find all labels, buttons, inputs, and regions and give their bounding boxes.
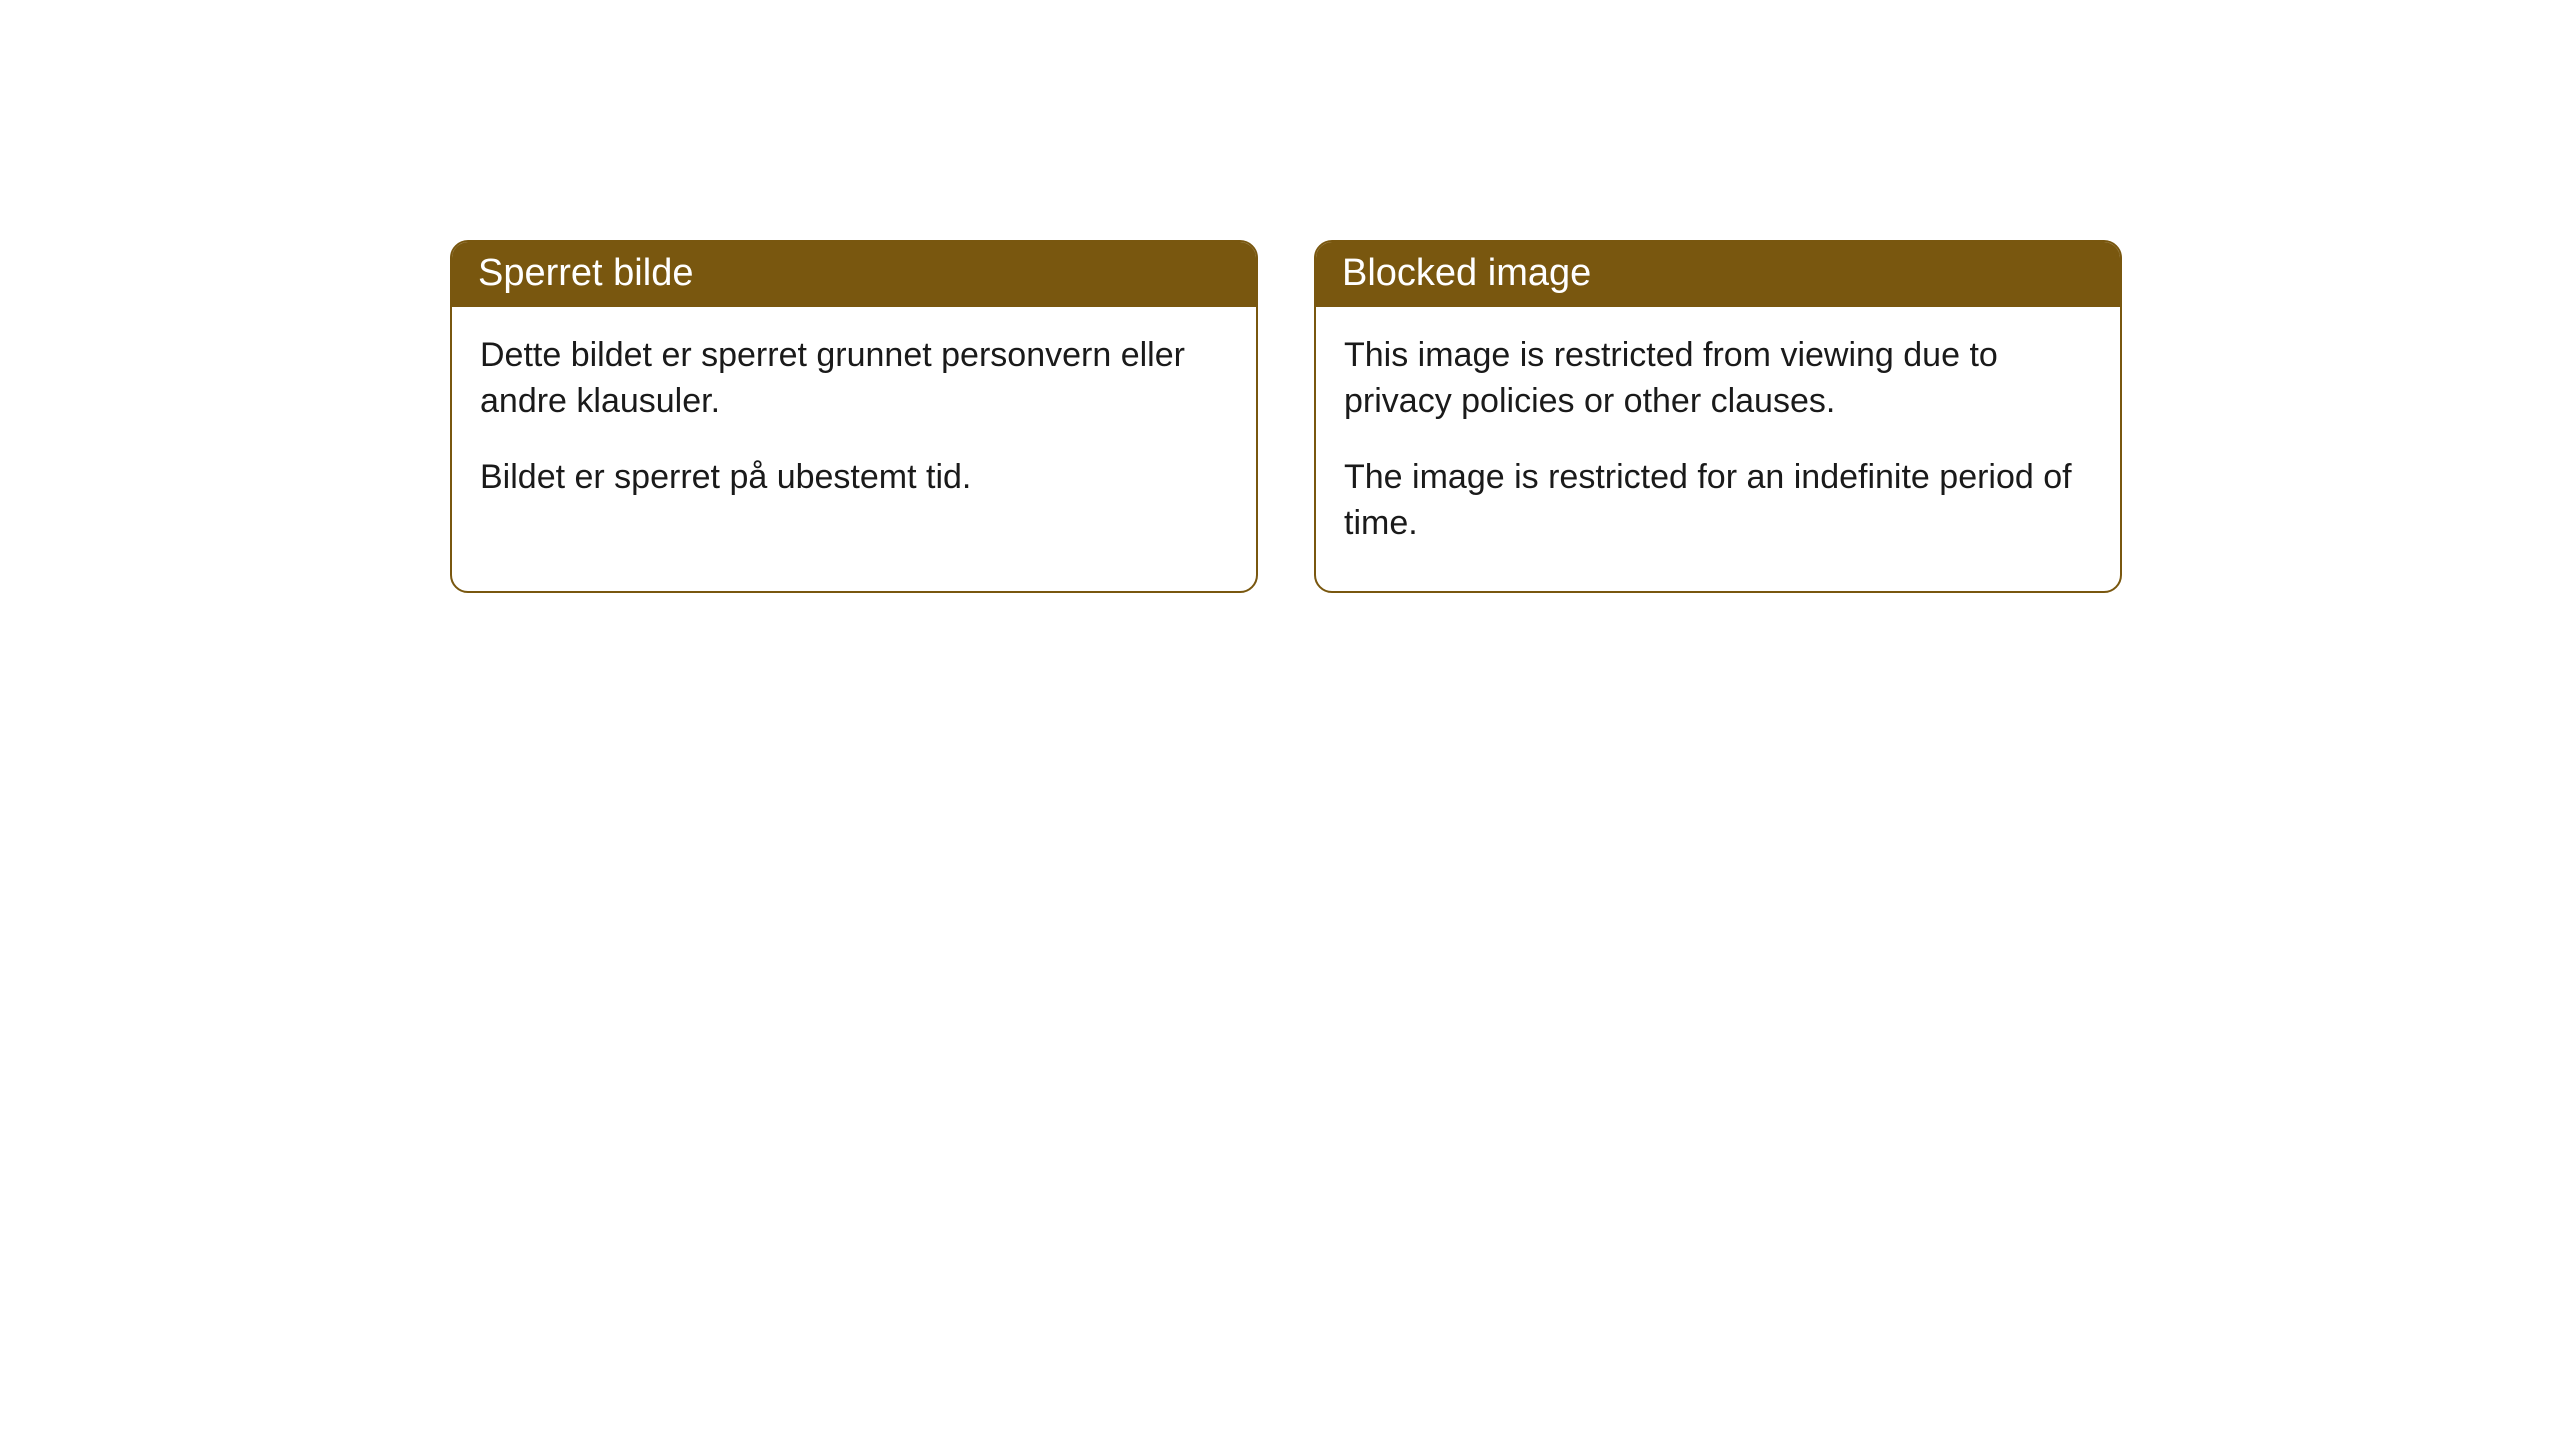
card-header: Blocked image [1316, 242, 2120, 307]
card-title: Sperret bilde [478, 252, 693, 294]
notice-cards-container: Sperret bilde Dette bildet er sperret gr… [450, 240, 2122, 593]
card-body: Dette bildet er sperret grunnet personve… [452, 307, 1256, 545]
card-title: Blocked image [1342, 252, 1591, 294]
card-paragraph: The image is restricted for an indefinit… [1344, 455, 2092, 547]
card-body: This image is restricted from viewing du… [1316, 307, 2120, 591]
blocked-image-card-english: Blocked image This image is restricted f… [1314, 240, 2122, 593]
blocked-image-card-norwegian: Sperret bilde Dette bildet er sperret gr… [450, 240, 1258, 593]
card-header: Sperret bilde [452, 242, 1256, 307]
card-paragraph: This image is restricted from viewing du… [1344, 333, 2092, 425]
card-paragraph: Bildet er sperret på ubestemt tid. [480, 455, 1228, 501]
card-paragraph: Dette bildet er sperret grunnet personve… [480, 333, 1228, 425]
